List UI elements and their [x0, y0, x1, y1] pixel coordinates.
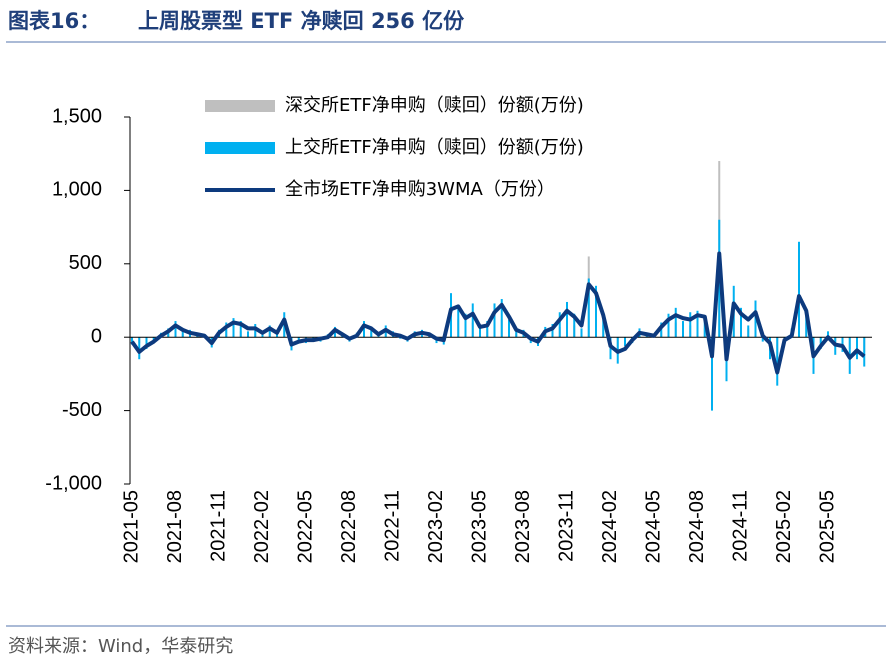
x-tick-label: 2024-11	[729, 490, 751, 562]
bar	[703, 319, 706, 338]
x-tick-label: 2022-08	[338, 490, 360, 563]
bar	[863, 337, 866, 367]
x-tick-label: 2024-08	[686, 490, 708, 563]
y-tick-label: 1,000	[52, 179, 102, 201]
bar	[682, 321, 684, 338]
x-tick-label: 2022-11	[381, 490, 403, 562]
bar	[827, 331, 829, 338]
figure-label: 图表16：	[8, 9, 100, 33]
bar	[138, 337, 141, 360]
bar	[370, 329, 373, 338]
x-tick-label: 2021-08	[164, 490, 186, 563]
bar	[479, 328, 481, 338]
bar	[239, 321, 242, 338]
bar	[645, 335, 648, 338]
bar	[740, 307, 742, 338]
bar	[798, 241, 800, 338]
bar	[747, 325, 750, 338]
x-tick-label: 2023-08	[512, 490, 534, 563]
bar	[566, 301, 568, 338]
bar	[312, 337, 315, 339]
bar	[667, 313, 670, 338]
bar	[602, 319, 605, 338]
bar	[587, 278, 590, 338]
bar	[573, 313, 576, 338]
bar	[515, 331, 518, 338]
legend-swatch	[205, 100, 275, 112]
bar	[805, 315, 808, 338]
legend-swatch	[205, 142, 275, 154]
x-tick-label: 2021-11	[207, 490, 229, 562]
bar	[493, 303, 496, 338]
y-tick-label: -1,000	[45, 472, 102, 494]
legend-label: 全市场ETF净申购3WMA（万份）	[285, 179, 555, 200]
bar	[471, 303, 474, 338]
bar	[580, 328, 583, 338]
bar	[399, 337, 402, 339]
bar	[145, 337, 148, 349]
legend-label: 上交所ETF净申购（赎回）份额(万份)	[285, 137, 584, 158]
bar	[689, 312, 692, 338]
bar	[174, 321, 177, 338]
bar	[261, 334, 264, 338]
x-tick-label: 2024-05	[642, 490, 664, 563]
bar	[486, 321, 489, 338]
bar	[297, 337, 300, 341]
bar	[624, 337, 626, 347]
bar	[181, 331, 184, 338]
chart-title: 上周股票型 ETF 净赎回 256 亿份	[138, 9, 465, 33]
x-tick-label: 2021-05	[120, 490, 142, 563]
bar	[508, 319, 510, 338]
bar	[196, 335, 199, 338]
line	[130, 251, 866, 375]
bar	[377, 335, 380, 338]
bar	[363, 321, 365, 338]
x-tick-label: 2024-02	[599, 490, 621, 563]
bar	[558, 312, 561, 338]
bar	[225, 322, 228, 338]
bar	[500, 299, 503, 338]
bar	[457, 307, 460, 338]
bar	[247, 331, 249, 338]
x-tick-label: 2025-05	[816, 490, 838, 563]
y-tick-label: 500	[69, 252, 102, 274]
bar	[131, 337, 133, 345]
bar	[152, 337, 155, 341]
bar	[856, 337, 858, 360]
x-tick-label: 2023-11	[555, 490, 577, 562]
x-tick-label: 2025-02	[773, 490, 795, 563]
x-tick-label: 2022-02	[251, 490, 273, 563]
bar	[232, 318, 235, 338]
y-tick-label: 1,500	[52, 105, 102, 127]
bar	[711, 337, 713, 411]
bar	[268, 325, 271, 338]
y-tick-label: 0	[91, 325, 102, 347]
source: 资料来源：Wind，华泰研究	[8, 636, 233, 657]
legend-label: 深交所ETF净申购（赎回）份额(万份)	[285, 95, 584, 116]
x-tick-label: 2023-05	[468, 490, 490, 563]
bar	[464, 313, 467, 338]
bar	[595, 285, 597, 338]
bar	[696, 310, 699, 338]
x-tick-label: 2023-02	[425, 490, 447, 563]
bar	[551, 323, 554, 338]
bar	[761, 337, 764, 342]
bar	[776, 337, 779, 386]
x-tick-label: 2022-05	[294, 490, 316, 563]
bar	[674, 307, 677, 338]
y-tick-label: -500	[62, 399, 102, 421]
